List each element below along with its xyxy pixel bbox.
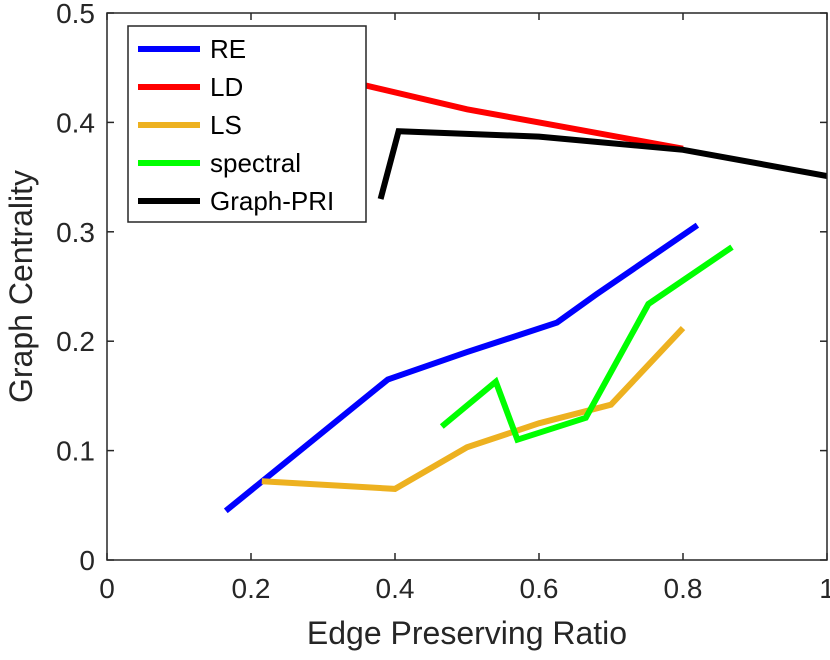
y-tick-label: 0.4	[56, 107, 95, 138]
axis-ticks: 0 0.2 0.4 0.6 0.8 1 0 0.1 0.2 0.3 0.4 0.5	[56, 0, 830, 604]
y-tick-label: 0.1	[56, 436, 95, 467]
plot-data-layer	[223, 72, 827, 514]
x-axis-label: Edge Preserving Ratio	[307, 615, 627, 651]
x-tick-label: 0.8	[664, 573, 703, 604]
legend-label-ld: LD	[210, 72, 243, 102]
series-line-re	[223, 222, 700, 514]
y-tick-label: 0.2	[56, 326, 95, 357]
x-tick-label: 0.6	[520, 573, 559, 604]
series-line-graph-pri	[377, 128, 827, 200]
x-tick-label: 0.2	[232, 573, 271, 604]
y-tick-label: 0	[79, 545, 95, 576]
series-line-ls	[261, 326, 686, 492]
x-tick-label: 0.4	[376, 573, 415, 604]
legend-label-graph-pri: Graph-PRI	[210, 186, 334, 216]
x-tick-label: 1	[819, 573, 830, 604]
series-line-spectral	[439, 244, 734, 444]
plot-area-frame	[106, 12, 828, 561]
series-line-ld	[322, 72, 684, 152]
y-tick-label: 0.5	[56, 0, 95, 29]
legend: RE LD LS spectral Graph-PRI	[127, 25, 367, 223]
legend-label-re: RE	[210, 34, 246, 64]
y-axis-label: Graph Centrality	[3, 170, 39, 403]
legend-label-spectral: spectral	[210, 148, 301, 178]
x-tick-label: 0	[99, 573, 115, 604]
legend-label-ls: LS	[210, 110, 242, 140]
y-tick-label: 0.3	[56, 217, 95, 248]
